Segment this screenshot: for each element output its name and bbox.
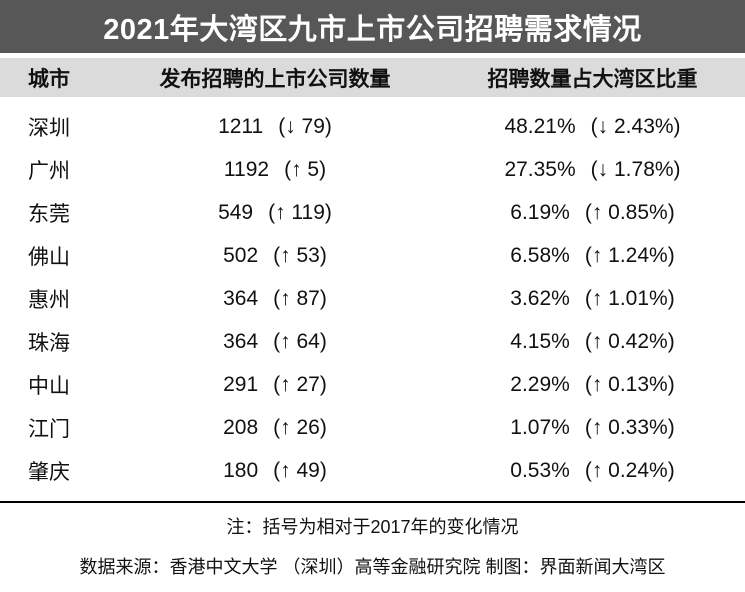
companies-change: (↓ 79)	[278, 114, 332, 138]
share-change: (↑ 0.33%)	[584, 415, 675, 439]
share-cell: 2.29% (↑ 0.13%)	[420, 373, 745, 397]
city-cell: 中山	[28, 374, 70, 398]
share-value: 6.58%	[510, 243, 570, 267]
city-cell: 广州	[28, 159, 70, 183]
title-bar: 2021年大湾区九市上市公司招聘需求情况	[0, 0, 745, 53]
share-cell: 27.35% (↓ 1.78%)	[420, 158, 745, 182]
share-value: 6.19%	[510, 200, 570, 224]
companies-change: (↑ 119)	[268, 200, 332, 224]
companies-value: 364	[223, 286, 259, 310]
companies-cell: 1211 (↓ 79)	[130, 115, 420, 139]
share-cell: 6.58% (↑ 1.24%)	[420, 244, 745, 268]
companies-cell: 1192 (↑ 5)	[130, 158, 420, 182]
share-value: 2.29%	[510, 372, 570, 396]
share-change: (↑ 0.85%)	[584, 200, 675, 224]
companies-value: 180	[223, 458, 259, 482]
companies-value: 549	[218, 200, 254, 224]
table-row: 江门 208 (↑ 26) 1.07% (↑ 0.33%)	[0, 406, 745, 449]
share-value: 4.15%	[510, 329, 570, 353]
city-cell: 肇庆	[28, 460, 70, 484]
companies-change: (↑ 49)	[273, 458, 327, 482]
city-cell: 珠海	[28, 331, 70, 355]
share-change: (↑ 0.42%)	[584, 329, 675, 353]
companies-change: (↑ 87)	[273, 286, 327, 310]
companies-value: 291	[223, 372, 259, 396]
city-cell: 东莞	[28, 202, 70, 226]
companies-cell: 502 (↑ 53)	[130, 244, 420, 268]
table-row: 惠州 364 (↑ 87) 3.62% (↑ 1.01%)	[0, 277, 745, 320]
share-change: (↑ 1.24%)	[584, 243, 675, 267]
share-cell: 0.53% (↑ 0.24%)	[420, 459, 745, 483]
companies-value: 1211	[218, 114, 264, 138]
share-change: (↑ 1.01%)	[584, 286, 675, 310]
share-change: (↑ 0.13%)	[584, 372, 675, 396]
companies-cell: 291 (↑ 27)	[130, 373, 420, 397]
companies-cell: 364 (↑ 87)	[130, 287, 420, 311]
source-credit: 数据来源：香港中文大学 （深圳）高等金融研究院 制图：界面新闻大湾区	[79, 557, 666, 577]
share-cell: 1.07% (↑ 0.33%)	[420, 416, 745, 440]
companies-value: 208	[223, 415, 259, 439]
companies-change: (↑ 53)	[273, 243, 327, 267]
table-row: 东莞 549 (↑ 119) 6.19% (↑ 0.85%)	[0, 191, 745, 234]
share-value: 27.35%	[504, 157, 576, 181]
companies-cell: 180 (↑ 49)	[130, 459, 420, 483]
share-cell: 6.19% (↑ 0.85%)	[420, 201, 745, 225]
share-value: 0.53%	[510, 458, 570, 482]
companies-change: (↑ 26)	[273, 415, 327, 439]
companies-value: 502	[223, 243, 259, 267]
table-row: 中山 291 (↑ 27) 2.29% (↑ 0.13%)	[0, 363, 745, 406]
share-change: (↓ 2.43%)	[590, 114, 681, 138]
share-value: 1.07%	[510, 415, 570, 439]
city-cell: 佛山	[28, 245, 70, 269]
city-cell: 深圳	[28, 116, 70, 140]
share-cell: 3.62% (↑ 1.01%)	[420, 287, 745, 311]
table-row: 深圳 1211 (↓ 79) 48.21% (↓ 2.43%)	[0, 105, 745, 148]
city-cell: 江门	[28, 417, 70, 441]
header-share: 招聘数量占大湾区比重	[487, 67, 698, 91]
city-cell: 惠州	[28, 288, 70, 312]
header-city: 城市	[28, 67, 70, 91]
companies-value: 1192	[223, 157, 270, 181]
table-row: 广州 1192 (↑ 5) 27.35% (↓ 1.78%)	[0, 148, 745, 191]
share-value: 3.62%	[510, 286, 570, 310]
companies-change: (↑ 27)	[273, 372, 327, 396]
share-cell: 4.15% (↑ 0.42%)	[420, 330, 745, 354]
page-title: 2021年大湾区九市上市公司招聘需求情况	[103, 13, 642, 46]
table-body: 深圳 1211 (↓ 79) 48.21% (↓ 2.43%) 广州 1192 …	[0, 105, 745, 492]
divider-line	[0, 501, 745, 503]
companies-cell: 549 (↑ 119)	[130, 201, 420, 225]
share-value: 48.21%	[504, 114, 576, 138]
companies-change: (↑ 5)	[284, 157, 327, 181]
table-row: 肇庆 180 (↑ 49) 0.53% (↑ 0.24%)	[0, 449, 745, 492]
companies-value: 364	[223, 329, 259, 353]
share-change: (↓ 1.78%)	[590, 157, 681, 181]
companies-cell: 364 (↑ 64)	[130, 330, 420, 354]
companies-cell: 208 (↑ 26)	[130, 416, 420, 440]
share-change: (↑ 0.24%)	[584, 458, 675, 482]
header-companies: 发布招聘的上市公司数量	[159, 67, 391, 91]
table-header: 城市 发布招聘的上市公司数量 招聘数量占大湾区比重	[0, 58, 745, 97]
note-text: 注：括号为相对于2017年的变化情况	[226, 517, 519, 537]
table-row: 佛山 502 (↑ 53) 6.58% (↑ 1.24%)	[0, 234, 745, 277]
share-cell: 48.21% (↓ 2.43%)	[420, 115, 745, 139]
companies-change: (↑ 64)	[273, 329, 327, 353]
table-row: 珠海 364 (↑ 64) 4.15% (↑ 0.42%)	[0, 320, 745, 363]
